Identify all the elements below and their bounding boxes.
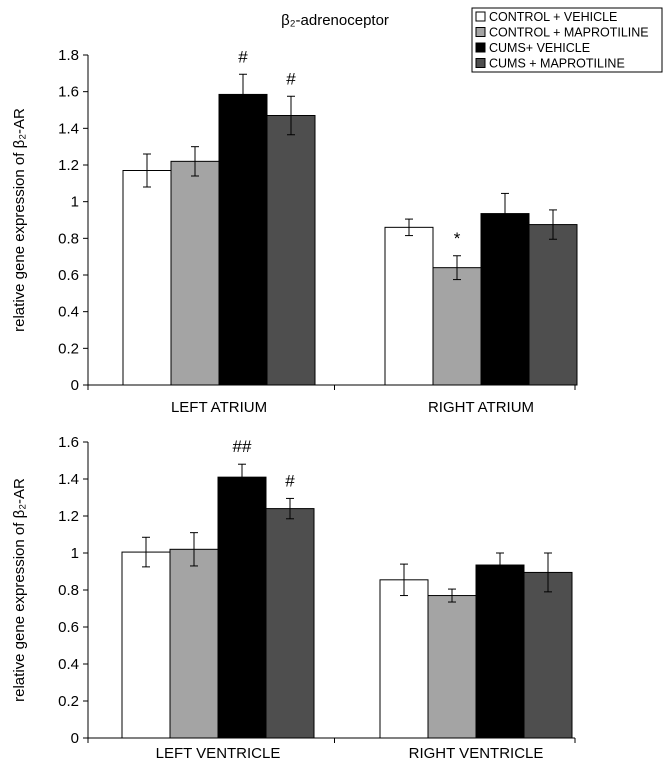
y-tick-label: 0.6 [58,619,79,636]
y-tick-label: 1 [71,194,79,211]
y-tick-label: 1.4 [58,471,79,488]
y-tick-label: 1.8 [58,47,79,64]
y-tick-label: 0.4 [58,656,79,673]
category-label: RIGHT VENTRICLE [409,745,544,762]
y-tick-label: 1.2 [58,157,79,174]
bar [379,579,429,739]
legend-frame [471,7,663,73]
bar [266,115,316,386]
bar [122,170,172,386]
y-tick-label: 0.4 [58,304,79,321]
y-tick-label: 1.6 [58,84,79,101]
y-tick-label: 1 [71,545,79,562]
y-axis-title: relative gene expression of β₂-AR [11,108,28,332]
legend-label: CUMS + MAPROTILINE [489,57,625,71]
y-tick-label: 1.2 [58,508,79,525]
bar [528,224,578,386]
bar [218,93,268,386]
legend-label: CONTROL + VEHICLE [489,10,617,24]
bar [170,160,220,386]
bar [480,213,530,386]
bar [523,571,573,739]
y-tick-label: 0 [71,377,79,394]
y-axis-title: relative gene expression of β₂-AR [11,478,28,702]
significance-marker: # [285,471,295,490]
legend-swatch [475,27,486,37]
chart-top-atrium: 0 0.2 0.4 0.6 0.8 1 1.2 1.4 1.6 1.8 LEFT ATRIUM RIG… [11,47,578,416]
bar [432,267,482,386]
y-tick-label: 0.6 [58,267,79,284]
bar [384,226,434,386]
bar [475,564,525,739]
significance-marker: * [454,229,461,248]
category-label: LEFT ATRIUM [171,399,267,416]
chart-bottom-ventricle: 0 0.2 0.4 0.6 0.8 1 1.2 1.4 1.6 LEFT VENTRICLE RIG… [11,434,576,762]
y-tick-label: 0.2 [58,340,79,357]
bar [427,595,477,739]
chart-title: β₂-adrenoceptor [281,12,389,29]
legend-swatch [475,42,486,53]
y-tick-label: 1.4 [58,120,79,137]
significance-marker: ## [233,437,252,456]
y-tick-label: 0 [71,730,79,747]
legend-swatch [475,58,486,68]
legend-label: CONTROL + MAPROTILINE [489,26,649,40]
bar [265,508,315,739]
significance-marker: # [286,69,296,88]
category-label: LEFT VENTRICLE [156,745,281,762]
category-label: RIGHT ATRIUM [428,399,534,416]
legend-label: CUMS+ VEHICLE [489,41,590,55]
bar [169,548,219,739]
y-tick-label: 0.8 [58,582,79,599]
bar [217,476,267,739]
significance-marker: # [238,47,248,66]
y-tick-label: 0.2 [58,693,79,710]
y-tick-label: 1.6 [58,434,79,451]
bar [121,551,171,739]
y-tick-label: 0.8 [58,230,79,247]
legend-swatch [475,11,486,22]
